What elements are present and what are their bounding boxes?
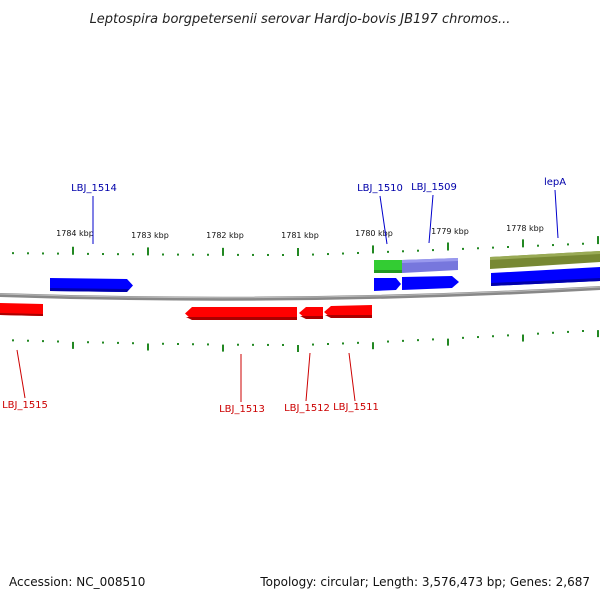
scale-label-1784: 1784 kbp <box>56 229 94 238</box>
gene-label-LBJ_1510[interactable]: LBJ_1510 <box>357 183 403 194</box>
scale-label-1782: 1782 kbp <box>206 231 244 240</box>
backbone-highlight <box>0 286 600 299</box>
rna-feature[interactable] <box>374 260 402 273</box>
gene-LBJ_1511[interactable] <box>324 305 372 318</box>
gene-label-LBJ_1512[interactable]: LBJ_1512 <box>284 403 330 414</box>
genome-summary-text: Topology: circular; Length: 3,576,473 bp… <box>259 575 590 589</box>
upper-tick-row <box>12 236 599 256</box>
gene-LBJ_1510[interactable] <box>374 278 401 291</box>
leader-LBJ_1510 <box>379 195 388 245</box>
scale-label-1778: 1778 kbp <box>506 224 544 233</box>
scale-label-1780: 1780 kbp <box>355 229 393 238</box>
reverse-strand <box>0 303 372 320</box>
gene-LBJ_1509[interactable] <box>402 276 459 290</box>
gene-LBJ_1513[interactable] <box>185 307 297 320</box>
gene-label-LBJ_1515[interactable]: LBJ_1515 <box>2 400 48 411</box>
scale-label-1781: 1781 kbp <box>281 231 319 240</box>
feature-olive-top <box>490 251 600 260</box>
leader-LBJ_1509 <box>428 194 434 244</box>
gene-LBJ_1515[interactable] <box>0 303 43 316</box>
leader-LBJ_1512 <box>305 352 311 402</box>
leader-LBJ_1515 <box>16 349 26 399</box>
rna-feature-shade <box>374 270 402 273</box>
forward-strand <box>50 251 600 292</box>
gene-label-LBJ_1513[interactable]: LBJ_1513 <box>219 404 265 415</box>
scale-label-1783: 1783 kbp <box>131 231 169 240</box>
map-title: Leptospira borgpetersenii serovar Hardjo… <box>90 12 511 27</box>
leader-lepA <box>554 189 559 239</box>
gene-lepA-shade <box>491 278 600 286</box>
accession-text: Accession: NC_008510 <box>9 575 145 589</box>
gene-label-LBJ_1509[interactable]: LBJ_1509 <box>411 182 457 193</box>
gene-label-LBJ_1514[interactable]: LBJ_1514 <box>71 183 117 194</box>
lower-tick-row <box>12 330 599 352</box>
reverse-shade <box>0 313 372 320</box>
scale-label-1779: 1779 kbp <box>431 227 469 236</box>
leader-lines <box>16 189 559 402</box>
gene-label-LBJ_1511[interactable]: LBJ_1511 <box>333 402 379 413</box>
leader-LBJ_1511 <box>348 352 356 402</box>
gene-label-lepA[interactable]: lepA <box>544 177 566 188</box>
gene-LBJ_1514-shade <box>50 288 129 292</box>
feature-purple-top <box>402 258 458 263</box>
backbone-arc <box>0 286 600 301</box>
